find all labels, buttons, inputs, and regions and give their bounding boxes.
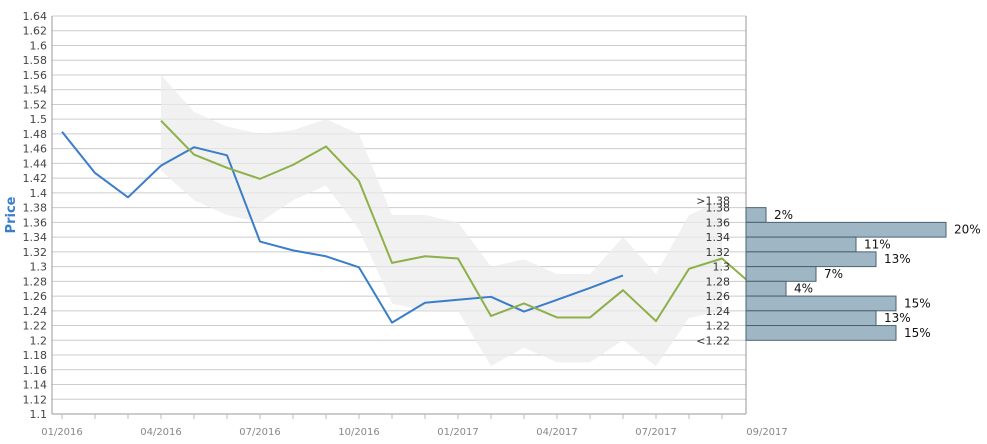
histogram-bin-label: 1.32 [706, 246, 731, 259]
x-tick-label: 07/2016 [239, 427, 281, 438]
histogram-bar-label: 2% [774, 208, 793, 222]
x-tick-label: 01/2016 [41, 427, 83, 438]
y-tick-label: 1.6 [30, 39, 48, 52]
y-tick-label: 1.62 [23, 25, 48, 38]
histogram-bar-label: 11% [864, 237, 891, 251]
y-tick-label: 1.46 [23, 143, 48, 156]
y-tick-label: 1.28 [23, 275, 48, 288]
histogram-bar [745, 266, 817, 282]
y-tick-label: 1.16 [23, 364, 48, 377]
y-tick-label: 1.36 [23, 216, 48, 229]
histogram-bar [745, 236, 857, 253]
actual-series-line [61, 131, 624, 324]
histogram-bar-label: 20% [954, 223, 981, 237]
y-tick-label: 1.26 [23, 290, 48, 303]
x-tick-label: 10/2016 [338, 427, 380, 438]
histogram-bar [745, 207, 767, 223]
y-tick-label: 1.4 [30, 187, 48, 200]
y-tick-label: 1.18 [23, 349, 48, 362]
histogram-bar-label: 4% [794, 282, 813, 296]
y-tick-label: 1.12 [23, 393, 48, 406]
histogram-bar-label: 15% [904, 296, 931, 310]
x-tick-label: 01/2017 [437, 427, 479, 438]
y-tick-label: 1.44 [23, 157, 48, 170]
forecast-band-area [161, 74, 722, 367]
y-tick-label: 1.32 [23, 246, 48, 259]
y-tick-label: 1.24 [23, 305, 48, 318]
series-lines [61, 119, 747, 324]
y-tick-label: 1.1 [30, 408, 48, 421]
y-tick-label: 1.3 [30, 261, 48, 274]
y-tick-label: 1.2 [30, 334, 48, 347]
histogram-bar [745, 221, 947, 238]
forecast-series-line [160, 119, 747, 323]
histogram-bin-label: 1.26 [706, 290, 731, 303]
y-tick-label: 1.34 [23, 231, 48, 244]
x-tick-label: 07/2017 [635, 427, 677, 438]
distribution-histogram: >1.381.381.36 1.34 1.32 1.31.28 1.26 1.24 1.22… [696, 194, 980, 347]
x-tick-label: 04/2017 [536, 427, 578, 438]
x-tick-label: 04/2016 [140, 427, 182, 438]
histogram-bar [745, 295, 897, 312]
y-tick-label: 1.22 [23, 320, 48, 333]
histogram-bin-label: >1.38 [696, 194, 730, 207]
y-tick-label: 1.58 [23, 54, 48, 67]
y-tick-label: 1.48 [23, 128, 48, 141]
y-tick-label: 1.38 [23, 202, 48, 215]
histogram-bin-label: 1.36 [706, 216, 731, 229]
y-tick-label: 1.5 [30, 113, 48, 126]
histogram-bar [745, 251, 877, 268]
x-tick-labels: 01/2016 04/2016 07/2016 10/2016 01/2017 04/20… [41, 427, 788, 438]
y-tick-label: 1.54 [23, 84, 48, 97]
y-tick-label: 1.52 [23, 98, 48, 111]
y-tick-label: 1.42 [23, 172, 48, 185]
y-tick-label: 1.64 [23, 10, 48, 23]
forecast-band [161, 74, 722, 367]
histogram-bar-label: 7% [824, 267, 843, 281]
histogram-bin-label: 1.28 [706, 275, 731, 288]
histogram-bin-label: 1.34 [706, 231, 731, 244]
y-tick-label: 1.56 [23, 69, 48, 82]
histogram-bar [745, 280, 787, 297]
histogram-bar [745, 325, 897, 341]
y-axis-label: Price [4, 196, 19, 233]
x-tick-label: 09/2017 [746, 427, 788, 438]
histogram-bar-label: 15% [904, 326, 931, 340]
histogram-bar-label: 13% [884, 311, 911, 325]
y-tick-label: 1.14 [23, 379, 48, 392]
histogram-bar [745, 310, 877, 327]
histogram-bin-label: 1.38 [706, 202, 731, 215]
y-tick-labels: 1.11.121.141.161.181.21.221.241.261.281.… [23, 10, 48, 421]
histogram-bar-label: 13% [884, 252, 911, 266]
histogram-bin-label: 1.3 [713, 261, 731, 274]
histogram-bin-label: 1.24 [706, 305, 731, 318]
histogram-bin-label: 1.22 [706, 320, 731, 333]
histogram-bin-label: <1.22 [696, 334, 730, 347]
